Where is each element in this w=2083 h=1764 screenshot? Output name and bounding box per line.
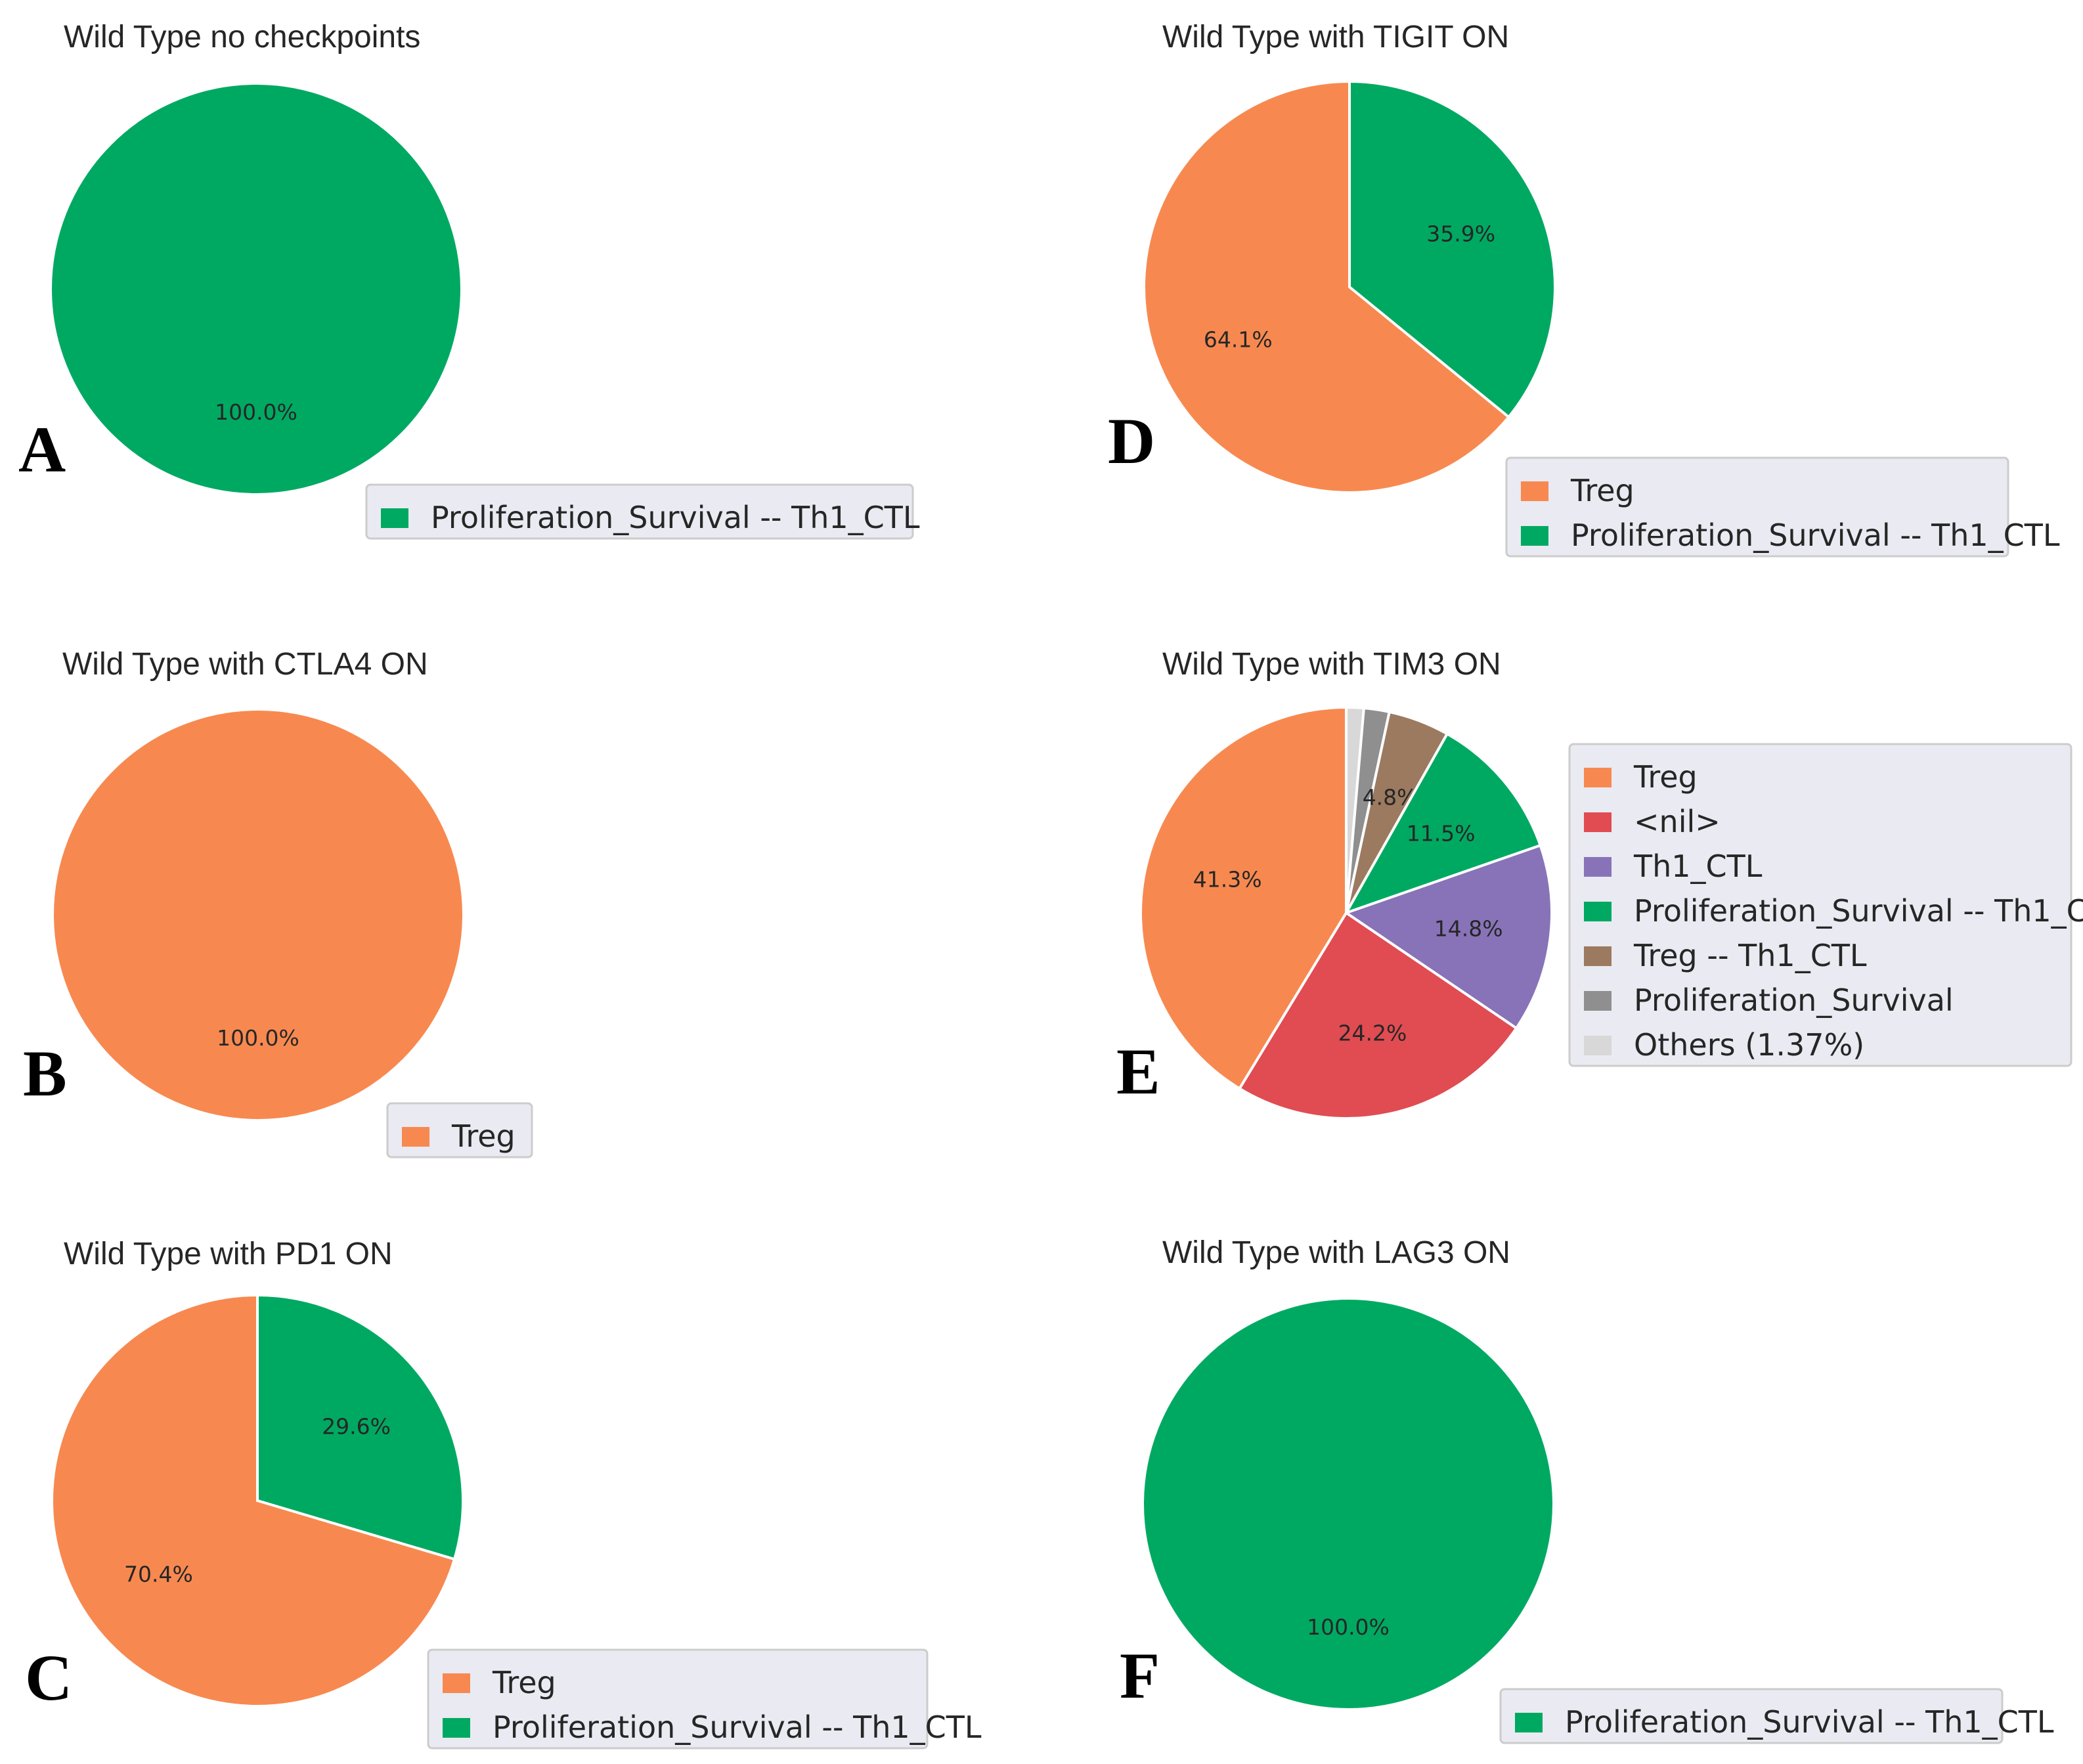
legend-entry: Proliferation_Survival -- Th1_CTL — [1565, 1704, 2054, 1740]
legend-entry: Proliferation_Survival — [1634, 982, 1954, 1018]
pie-slice-treg — [1139, 705, 1348, 1091]
legend-frame — [427, 1648, 929, 1750]
pie-slice-label: 100.0% — [1307, 1614, 1390, 1640]
legend-entry: Others (1.37%) — [1634, 1027, 1864, 1063]
pie-slice-treg — [51, 1293, 456, 1708]
pie-slice-label: 100.0% — [215, 399, 297, 425]
pie-slice-proliferation-survival-th1-ctl — [1343, 732, 1543, 915]
legend-swatch — [1521, 526, 1548, 546]
pie-slice-label: 41.3% — [1193, 866, 1262, 892]
legend-entry: Proliferation_Survival -- Th1_CTL — [493, 1709, 982, 1745]
legend-swatch — [1584, 1036, 1612, 1055]
chart-title: Wild Type with PD1 ON — [64, 1237, 393, 1271]
pie-slice-nil — [1237, 911, 1518, 1120]
pie-slice-th1-ctl — [1343, 843, 1553, 1030]
pie-slice-label: 100.0% — [217, 1025, 299, 1051]
legend-swatch — [1584, 857, 1612, 877]
legend-frame — [1505, 456, 2009, 558]
chart-title: Wild Type with TIM3 ON — [1162, 647, 1501, 682]
legend: Treg <nil> Th1_CTL Proliferation_Survival -… — [1568, 743, 2083, 1067]
panel-letter: D — [1108, 405, 1155, 477]
legend: Treg Proliferation_Survival -- Th1_CTL — [1505, 456, 2060, 558]
chart-title: Wild Type no checkpoints — [64, 20, 420, 55]
pie-panel-c: Wild Type with PD1 ON 29.6% 70.4% Treg Proli… — [25, 1237, 982, 1750]
legend-swatch — [402, 1127, 429, 1147]
pie-slice-label: 29.6% — [322, 1414, 391, 1440]
legend: Proliferation_Survival -- Th1_CTL — [365, 483, 920, 540]
legend-entry: Proliferation_Survival -- Th1_CTL — [1634, 893, 2083, 929]
pie-slice-proliferation-survival-th1-ctl — [1141, 1297, 1555, 1711]
legend-swatch — [1521, 481, 1548, 501]
pie-slice-treg — [1143, 79, 1511, 494]
legend-swatch — [1515, 1713, 1543, 1732]
legend-swatch — [1584, 946, 1612, 966]
panel-letter: F — [1120, 1639, 1160, 1712]
legend-entry: Treg -- Th1_CTL — [1633, 938, 1867, 973]
pie-slice-proliferation-survival-th1-ctl — [1348, 79, 1556, 419]
legend-entry: Treg — [492, 1665, 556, 1700]
pie-panel-b: Wild Type with CTLA4 ON 100.0% Treg B — [23, 647, 533, 1158]
legend-swatch — [443, 1673, 470, 1693]
pie-slice-proliferation-survival-th1-ctl — [256, 1293, 464, 1561]
legend-entry: <nil> — [1634, 804, 1721, 839]
legend-swatch — [1584, 812, 1612, 832]
pie-slice-label: 35.9% — [1426, 221, 1495, 247]
chart-title: Wild Type with CTLA4 ON — [62, 647, 428, 682]
panel-letter: E — [1116, 1035, 1160, 1108]
pie-slice-label: 70.4% — [124, 1561, 193, 1587]
legend-swatch — [443, 1718, 470, 1738]
pie-panel-a: Wild Type no checkpoints 100.0% Proliferat… — [18, 20, 920, 540]
legend: Proliferation_Survival -- Th1_CTL — [1499, 1688, 2054, 1744]
legend-frame — [365, 483, 914, 540]
legend-entry: Treg — [451, 1118, 515, 1154]
legend-frame — [1568, 743, 2072, 1067]
pie-slice-proliferation-survival-th1-ctl — [49, 82, 463, 496]
legend-swatch — [381, 508, 408, 528]
chart-title: Wild Type with TIGIT ON — [1162, 20, 1509, 55]
legend: Treg — [386, 1102, 533, 1158]
legend-swatch — [1584, 991, 1612, 1011]
legend-entry: Proliferation_Survival -- Th1_CTL — [431, 500, 920, 535]
pie-panel-d: Wild Type with TIGIT ON 35.9% 64.1% Treg Pro… — [1108, 20, 2060, 558]
panel-letter: A — [18, 413, 66, 486]
panel-letter: C — [25, 1641, 72, 1714]
legend: Treg Proliferation_Survival -- Th1_CTL — [427, 1648, 982, 1750]
legend-swatch — [1584, 768, 1612, 787]
legend-frame — [1499, 1688, 2004, 1744]
legend-entry: Proliferation_Survival -- Th1_CTL — [1571, 518, 2060, 553]
pie-panel-e: Wild Type with TIM3 ON4.8%11.5%14.8%24.2… — [1116, 647, 2083, 1120]
legend-entry: Treg — [1633, 759, 1698, 795]
panel-letter: B — [23, 1037, 67, 1110]
chart-title: Wild Type with LAG3 ON — [1162, 1235, 1510, 1270]
legend-entry: Th1_CTL — [1633, 849, 1763, 884]
pie-panel-f: Wild Type with LAG3 ON 100.0% Proliferatio… — [1120, 1235, 2054, 1744]
pie-slice-label: 11.5% — [1407, 821, 1476, 847]
pie-slice-label: 64.1% — [1204, 326, 1273, 352]
pie-slice-treg — [51, 708, 465, 1122]
legend-entry: Treg — [1570, 473, 1634, 508]
pie-slice-label: 14.8% — [1434, 915, 1503, 941]
pie-slice-label: 24.2% — [1338, 1020, 1407, 1046]
legend-swatch — [1584, 902, 1612, 921]
